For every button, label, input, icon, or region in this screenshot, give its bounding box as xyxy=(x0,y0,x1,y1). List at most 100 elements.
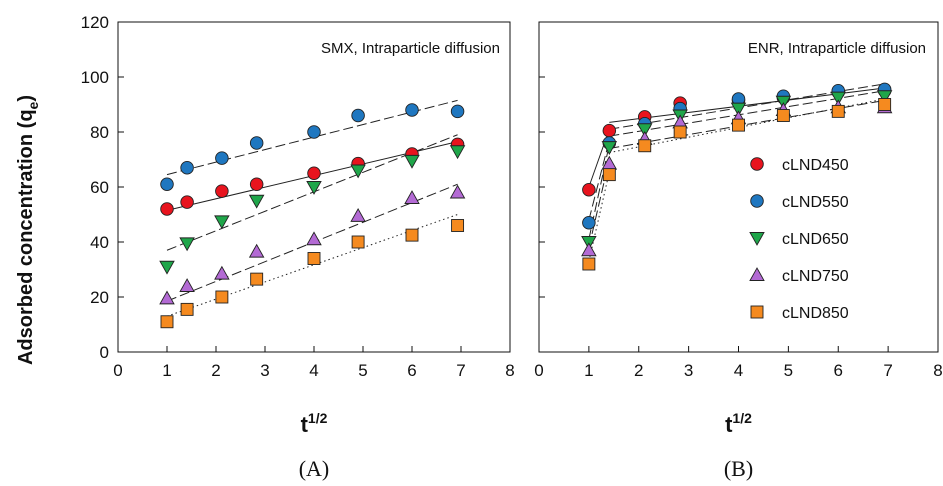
legend-marker-clnd450 xyxy=(750,157,764,171)
point-clnd550 xyxy=(405,103,419,117)
panel-a-x-label-main: t xyxy=(301,412,309,437)
x-tick-label: 3 xyxy=(260,361,269,380)
panel-b-annotation: ENR, Intraparticle diffusion xyxy=(748,40,926,57)
y-tick-label: 80 xyxy=(90,123,109,142)
x-tick-label: 8 xyxy=(933,361,942,380)
panel-a-x-label-sup: 1/2 xyxy=(308,410,328,426)
x-tick-label: 7 xyxy=(883,361,892,380)
point-clnd750 xyxy=(179,278,195,292)
panel-b-x-label-main: t xyxy=(725,412,733,437)
point-clnd850 xyxy=(831,104,845,118)
x-tick-label: 8 xyxy=(505,361,514,380)
point-clnd850 xyxy=(160,315,174,329)
point-clnd450 xyxy=(215,184,229,198)
panel-b-x-label-sup: 1/2 xyxy=(732,410,752,426)
y-label-main: Adsorbed concentration (q xyxy=(15,109,37,365)
y-tick-label: 120 xyxy=(81,13,109,32)
point-clnd650 xyxy=(730,102,747,117)
y-tick-label: 60 xyxy=(90,178,109,197)
x-tick-label: 1 xyxy=(162,361,171,380)
point-clnd850 xyxy=(451,219,465,232)
point-clnd850 xyxy=(215,290,229,304)
point-clnd650 xyxy=(449,145,466,160)
y-tick-label: 40 xyxy=(90,233,109,252)
x-tick-label: 5 xyxy=(358,361,367,380)
point-clnd550 xyxy=(215,151,229,165)
y-tick-label: 20 xyxy=(90,288,109,307)
panel-a-markers xyxy=(159,103,466,329)
point-clnd650 xyxy=(404,154,420,169)
point-clnd750 xyxy=(581,242,597,257)
point-clnd550 xyxy=(351,108,365,123)
point-clnd850 xyxy=(673,125,687,139)
point-clnd550 xyxy=(582,215,596,230)
y-tick-label: 0 xyxy=(100,343,109,362)
x-tick-label: 6 xyxy=(834,361,843,380)
y-label-close: ) xyxy=(15,95,37,102)
x-tick-label: 0 xyxy=(113,361,122,380)
point-clnd550 xyxy=(249,136,264,150)
point-clnd450 xyxy=(307,166,321,180)
fit-line-clnd850 xyxy=(609,98,885,154)
point-clnd850 xyxy=(776,109,790,122)
point-clnd750 xyxy=(248,243,265,258)
panel-b-frame xyxy=(538,21,939,353)
legend-label-clnd550: cLND550 xyxy=(782,194,849,211)
point-clnd650 xyxy=(636,123,653,138)
point-clnd450 xyxy=(582,182,596,197)
x-tick-label: 4 xyxy=(734,361,743,380)
point-clnd550 xyxy=(180,160,194,175)
x-tick-label: 7 xyxy=(456,361,465,380)
point-clnd750 xyxy=(404,190,420,204)
point-clnd450 xyxy=(249,177,264,191)
x-tick-label: 3 xyxy=(684,361,693,380)
panel-b-markers xyxy=(581,82,893,271)
panel-b: 0 1 2 3 4 5 6 7 8 ENR, Intraparticle diffusion t… xyxy=(534,21,943,481)
point-clnd650 xyxy=(214,215,230,230)
x-tick-label: 4 xyxy=(309,361,318,380)
panel-a-annotation: SMX, Intraparticle diffusion xyxy=(321,40,500,57)
point-clnd650 xyxy=(830,91,847,106)
legend: cLND450 cLND550 cLND650 cLND750 cLND850 xyxy=(749,157,849,322)
x-tick-label: 5 xyxy=(784,361,793,380)
point-clnd850 xyxy=(351,235,365,249)
point-clnd450 xyxy=(160,202,174,216)
point-clnd850 xyxy=(582,257,596,271)
point-clnd850 xyxy=(602,168,616,182)
legend-label-clnd650: cLND650 xyxy=(782,231,849,248)
x-tick-label: 2 xyxy=(634,361,643,380)
point-clnd550 xyxy=(160,177,174,191)
point-clnd750 xyxy=(350,207,366,222)
legend-label-clnd850: cLND850 xyxy=(782,305,849,322)
point-clnd750 xyxy=(306,231,322,246)
legend-label-clnd750: cLND750 xyxy=(782,268,849,285)
point-clnd650 xyxy=(350,164,366,179)
x-tick-label: 1 xyxy=(584,361,593,380)
point-clnd850 xyxy=(250,272,264,286)
legend-marker-clnd550 xyxy=(750,194,764,208)
point-clnd550 xyxy=(307,125,321,139)
y-label-sub: e xyxy=(25,101,41,109)
point-clnd450 xyxy=(602,123,617,138)
legend-marker-clnd750 xyxy=(749,267,765,281)
panel-b-x-axis-label: t1/2 xyxy=(725,410,752,437)
point-clnd550 xyxy=(450,104,465,119)
y-tick-label: 100 xyxy=(81,68,109,87)
point-clnd850 xyxy=(405,228,419,242)
point-clnd850 xyxy=(307,252,321,265)
point-clnd650 xyxy=(159,260,175,275)
y-axis-label: Adsorbed concentration (qe) xyxy=(15,95,41,365)
x-tick-label: 6 xyxy=(407,361,416,380)
point-clnd650 xyxy=(601,141,618,156)
point-clnd650 xyxy=(876,90,893,105)
point-clnd650 xyxy=(179,237,195,252)
point-clnd650 xyxy=(306,181,322,195)
point-clnd650 xyxy=(248,194,265,209)
point-clnd850 xyxy=(878,98,892,111)
legend-label-clnd450: cLND450 xyxy=(782,157,849,174)
panel-b-label: (B) xyxy=(724,456,753,481)
point-clnd750 xyxy=(449,184,466,199)
